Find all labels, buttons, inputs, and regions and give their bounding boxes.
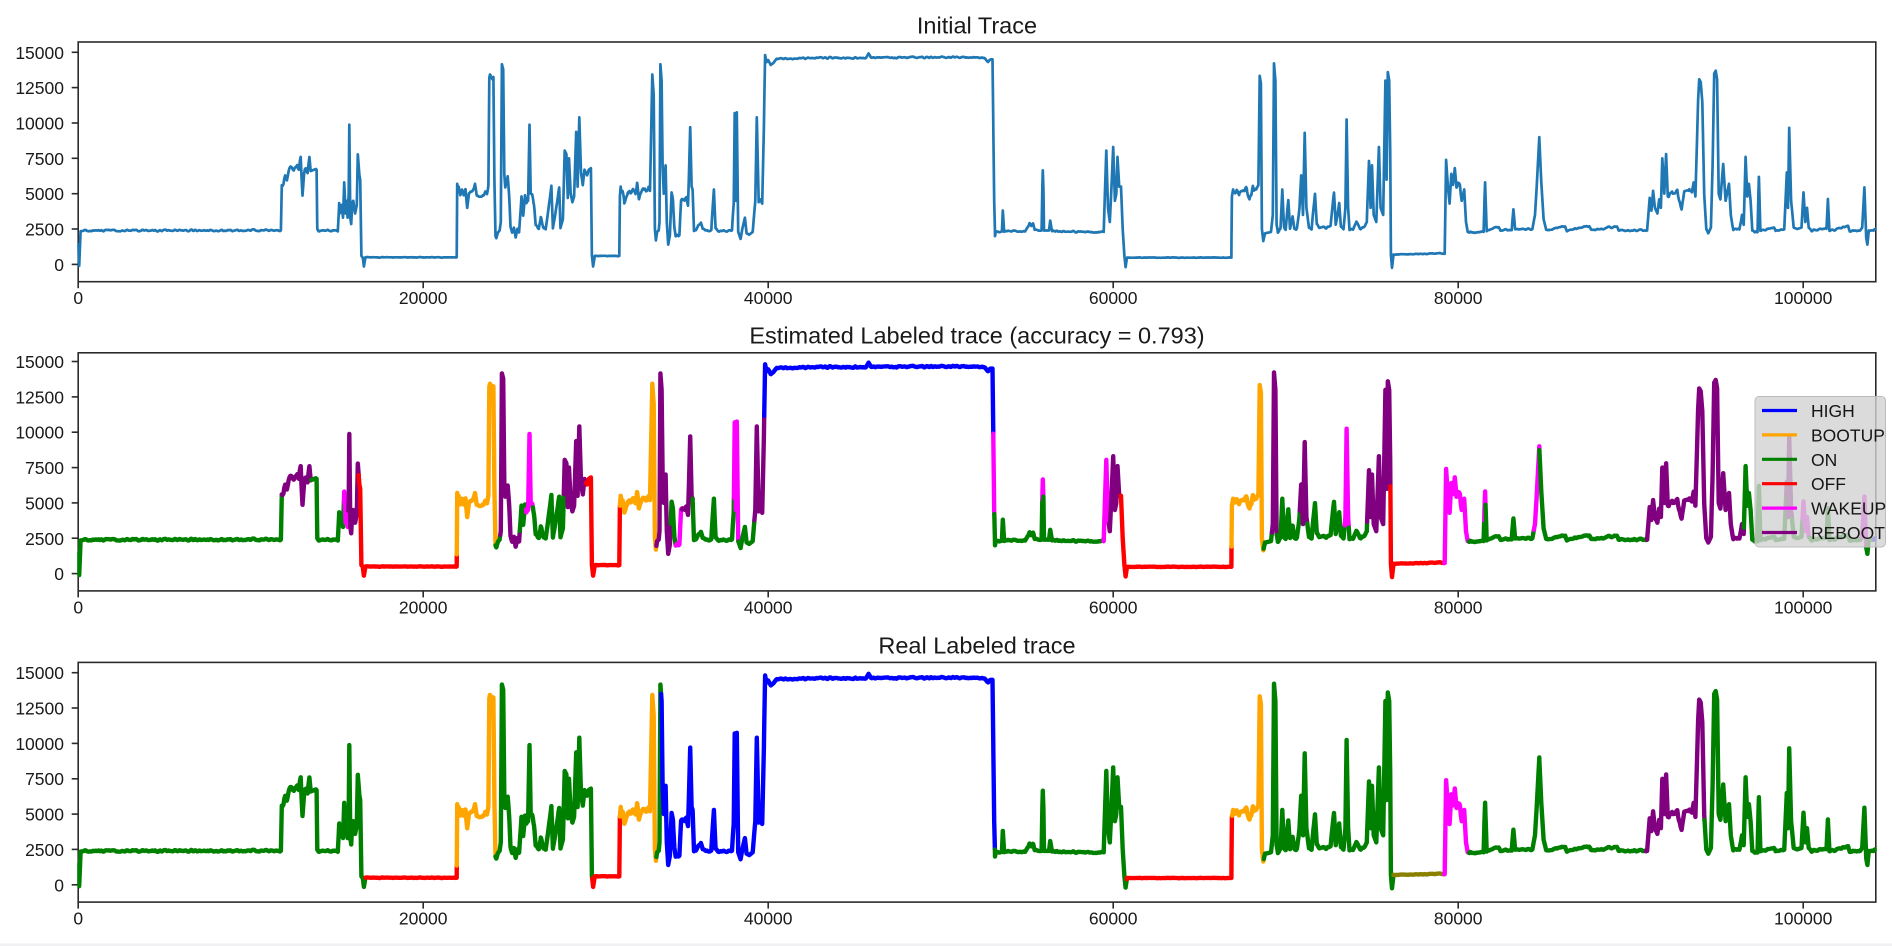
svg-text:15000: 15000 [15,663,64,683]
svg-text:7500: 7500 [25,458,64,478]
svg-text:80000: 80000 [1434,909,1483,929]
svg-text:100000: 100000 [1774,909,1833,929]
svg-text:0: 0 [73,288,83,308]
svg-text:60000: 60000 [1089,288,1138,308]
svg-text:ON: ON [1811,450,1837,470]
svg-text:60000: 60000 [1089,909,1138,929]
svg-text:80000: 80000 [1434,288,1483,308]
svg-text:40000: 40000 [744,288,793,308]
svg-text:0: 0 [54,875,64,895]
svg-text:Estimated Labeled trace (accur: Estimated Labeled trace (accuracy = 0.79… [749,323,1204,349]
svg-text:60000: 60000 [1089,597,1138,617]
svg-text:12500: 12500 [15,78,64,98]
svg-text:5000: 5000 [25,493,64,513]
svg-text:15000: 15000 [15,43,64,63]
svg-text:7500: 7500 [25,149,64,169]
svg-text:WAKEUP: WAKEUP [1811,499,1886,519]
svg-text:2500: 2500 [25,220,64,240]
svg-text:BOOTUP: BOOTUP [1811,425,1885,445]
svg-text:Real Labeled trace: Real Labeled trace [878,633,1075,659]
svg-text:2500: 2500 [25,529,64,549]
svg-text:40000: 40000 [744,597,793,617]
svg-text:20000: 20000 [399,597,448,617]
svg-text:12500: 12500 [15,387,64,407]
svg-text:2500: 2500 [25,840,64,860]
svg-text:OFF: OFF [1811,474,1846,494]
svg-text:10000: 10000 [15,423,64,443]
svg-text:15000: 15000 [15,352,64,372]
svg-text:100000: 100000 [1774,288,1833,308]
svg-text:HIGH: HIGH [1811,401,1855,421]
svg-text:5000: 5000 [25,805,64,825]
svg-text:REBOOT: REBOOT [1811,523,1885,543]
svg-text:0: 0 [54,564,64,584]
svg-text:20000: 20000 [399,288,448,308]
svg-text:10000: 10000 [15,114,64,134]
svg-text:40000: 40000 [744,909,793,929]
svg-text:12500: 12500 [15,699,64,719]
svg-text:100000: 100000 [1774,597,1833,617]
svg-text:20000: 20000 [399,909,448,929]
svg-text:0: 0 [73,597,83,617]
svg-text:5000: 5000 [25,184,64,204]
svg-text:Initial Trace: Initial Trace [917,13,1037,39]
svg-text:0: 0 [54,255,64,275]
svg-text:0: 0 [73,909,83,929]
svg-text:80000: 80000 [1434,597,1483,617]
svg-text:10000: 10000 [15,734,64,754]
svg-text:7500: 7500 [25,769,64,789]
